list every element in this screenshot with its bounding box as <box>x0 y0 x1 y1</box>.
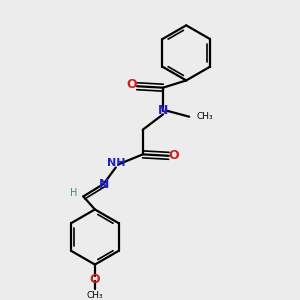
Text: O: O <box>126 78 137 91</box>
Text: CH₃: CH₃ <box>196 112 213 121</box>
Text: N: N <box>98 178 109 191</box>
Text: N: N <box>158 104 168 117</box>
Text: O: O <box>169 149 179 162</box>
Text: O: O <box>90 272 100 286</box>
Text: H: H <box>70 188 78 198</box>
Text: NH: NH <box>107 158 126 168</box>
Text: CH₃: CH₃ <box>87 291 103 300</box>
